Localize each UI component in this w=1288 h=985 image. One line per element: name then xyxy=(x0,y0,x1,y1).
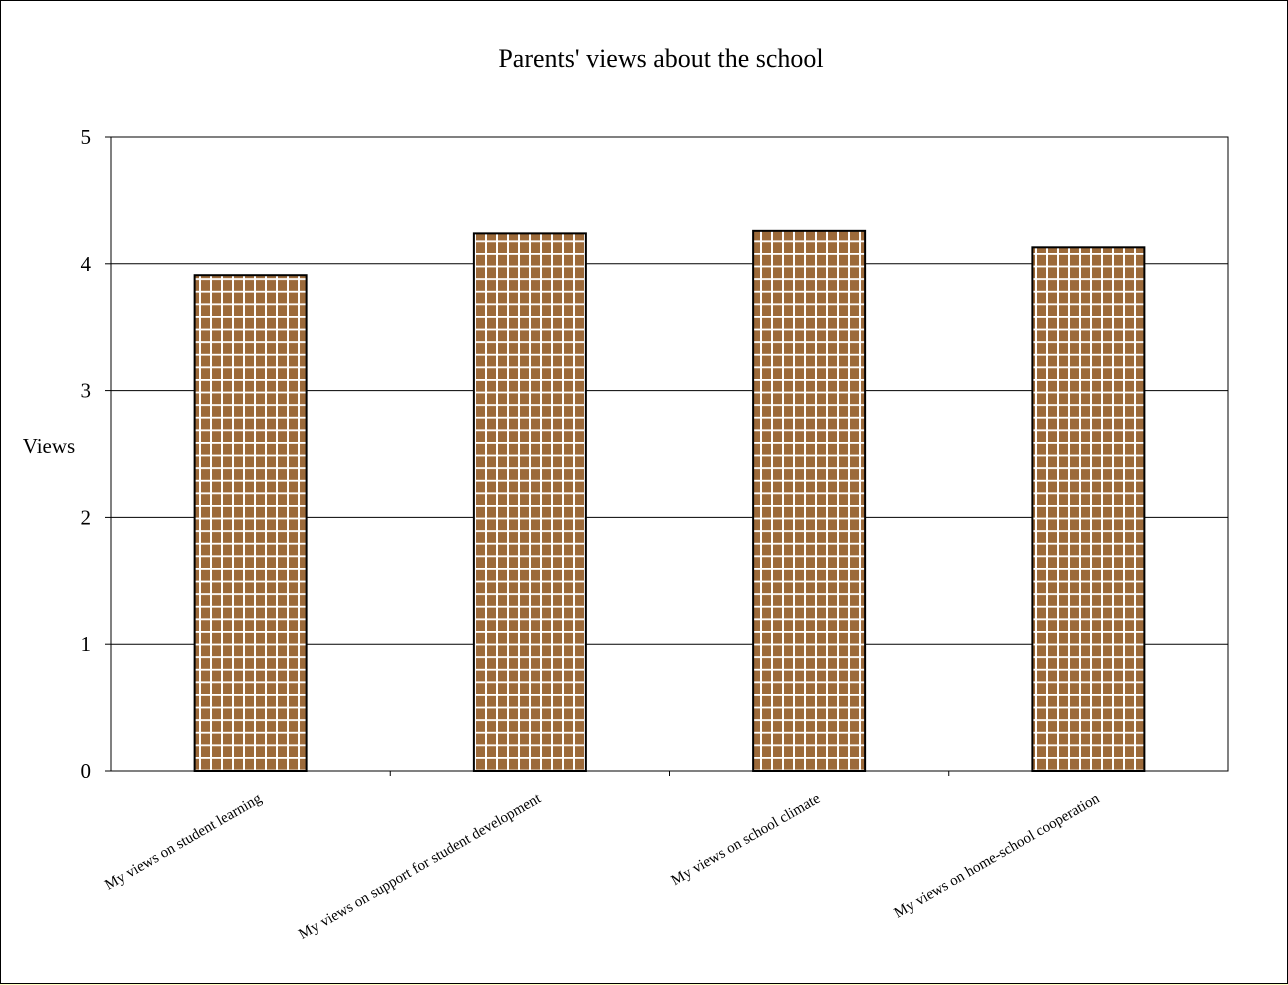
chart-title: Parents' views about the school xyxy=(498,44,823,73)
y-tick-label: 1 xyxy=(81,632,92,656)
x-tick-label: My views on student learning xyxy=(102,790,265,893)
y-tick-label: 4 xyxy=(81,252,92,276)
y-tick-label: 2 xyxy=(81,505,92,529)
y-tick-label: 3 xyxy=(81,379,92,403)
y-tick-label: 5 xyxy=(81,125,92,149)
x-tick-label: My views on school climate xyxy=(669,790,824,889)
bar xyxy=(472,232,587,773)
bar xyxy=(752,229,867,773)
bar xyxy=(193,274,308,772)
bars xyxy=(193,229,1146,773)
y-axis-label: Views xyxy=(23,434,75,458)
y-axis-ticks: 0 1 2 3 4 5 xyxy=(81,125,111,783)
bar xyxy=(1031,246,1146,773)
x-axis-ticks xyxy=(389,771,950,776)
x-axis-labels: My views on student learning My views on … xyxy=(102,790,1103,943)
x-tick-label: My views on home-school cooperation xyxy=(892,790,1103,921)
y-tick-label: 0 xyxy=(81,759,92,783)
x-tick-label: My views on support for student developm… xyxy=(296,790,544,943)
